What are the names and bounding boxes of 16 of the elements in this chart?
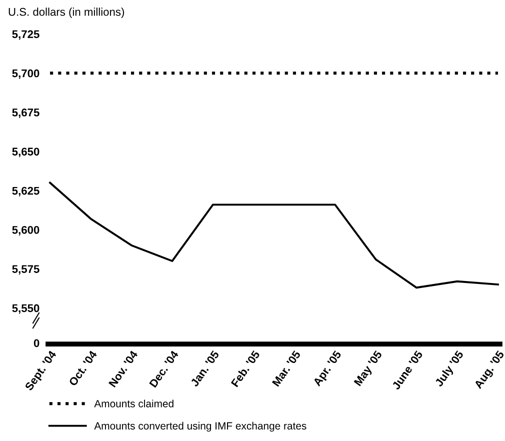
y-tick-label: 5,550: [12, 304, 40, 314]
y-tick-label: 5,600: [12, 226, 40, 236]
y-tick-label: 5,575: [12, 265, 40, 275]
y-tick-label: 5,650: [12, 148, 40, 158]
y-tick-label: 5,725: [12, 30, 40, 40]
text: 0: [34, 339, 40, 348]
x-tick-label: Apr. '05: [312, 350, 344, 388]
y-tick-label: 5,675: [12, 108, 40, 118]
legend-label: Amounts claimed: [94, 400, 174, 408]
x-tick-label: Oct. '04: [68, 350, 98, 386]
x-tick-label: Jan. '05: [190, 350, 220, 388]
y-axis-title: U.S. dollars (in millions): [8, 8, 124, 18]
y-tick-label: 5,625: [12, 186, 40, 196]
legend-label: Amounts converted using IMF exchange rates: [94, 422, 306, 432]
y-tick-label: 5,700: [12, 69, 40, 79]
line-series: [49, 182, 499, 289]
